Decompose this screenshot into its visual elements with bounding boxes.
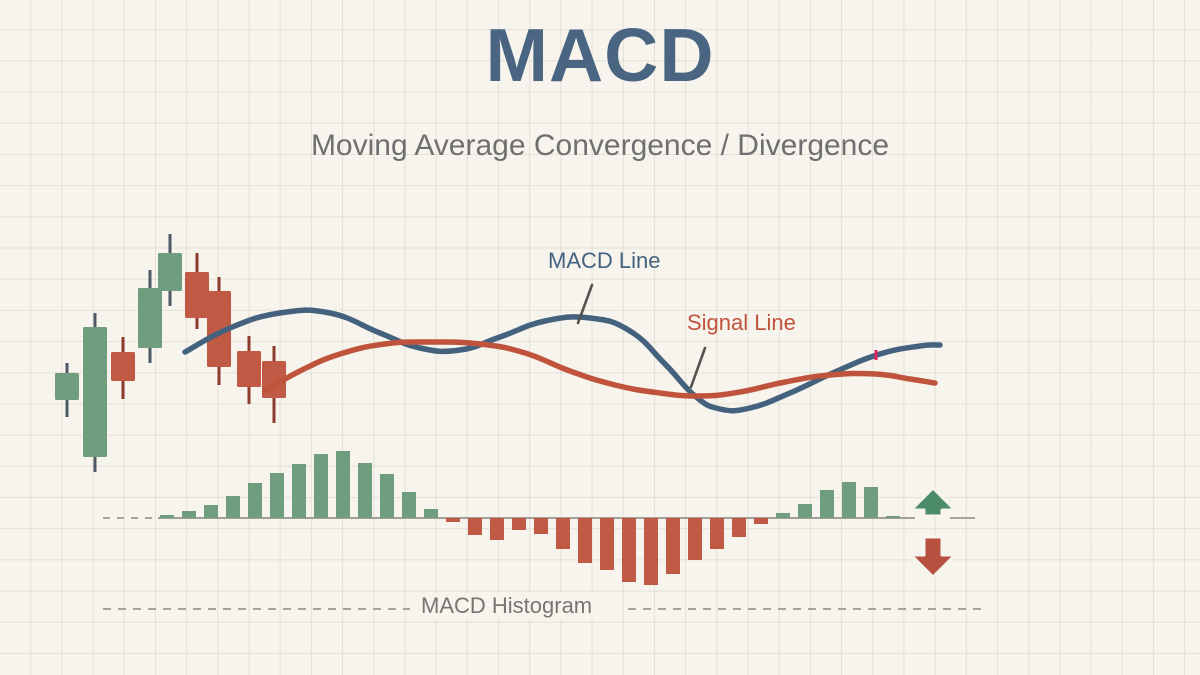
signal-line — [262, 339, 938, 399]
histogram-bar-negative — [490, 518, 504, 540]
candle-body — [158, 253, 182, 291]
macd-label-leader — [576, 283, 594, 325]
histogram-bar-negative — [556, 518, 570, 549]
histogram-bar-negative — [446, 518, 460, 522]
signal-label-leader — [689, 346, 707, 389]
histogram-bar-negative — [732, 518, 746, 537]
histogram-bar-positive — [402, 492, 416, 518]
histogram-bar-negative — [666, 518, 680, 574]
candle-body — [55, 373, 79, 400]
candle-body — [111, 352, 135, 381]
histogram-bar-positive — [182, 511, 196, 518]
histogram-label: MACD Histogram — [413, 593, 601, 619]
candle-body — [237, 351, 261, 387]
histogram-bar-positive — [798, 504, 812, 518]
histogram-bar-positive — [358, 463, 372, 518]
candle-body — [83, 327, 107, 457]
histogram-bar-positive — [864, 487, 878, 518]
signal-line-label: Signal Line — [687, 310, 796, 335]
histogram-bar-positive — [270, 473, 284, 518]
histogram-bar-negative — [754, 518, 768, 524]
histogram-bar-positive — [820, 490, 834, 518]
histogram-bar-positive — [292, 464, 306, 518]
histogram-bar-negative — [622, 518, 636, 582]
histogram-bar-negative — [600, 518, 614, 570]
histogram-bar-positive — [314, 454, 328, 518]
histogram-bar-positive — [204, 505, 218, 518]
macd-signal-lines-group — [182, 307, 943, 414]
histogram-bars-group — [160, 451, 900, 585]
histogram-bar-negative — [578, 518, 592, 563]
histogram-bar-negative — [644, 518, 658, 585]
macd-line-label: MACD Line — [548, 248, 661, 273]
histogram-bar-positive — [424, 509, 438, 518]
page-subtitle: Moving Average Convergence / Divergence — [310, 129, 890, 162]
histogram-bar-positive — [336, 451, 350, 518]
histogram-bar-positive — [886, 516, 900, 518]
macd-line — [182, 307, 943, 414]
histogram-bar-positive — [160, 515, 174, 518]
annotation-leader-lines — [576, 283, 707, 389]
histogram-bar-positive — [226, 496, 240, 518]
candle-body — [185, 272, 209, 318]
histogram-bar-positive — [248, 483, 262, 518]
histogram-bar-negative — [468, 518, 482, 535]
histogram-bar-negative — [512, 518, 526, 530]
candle-body — [138, 288, 162, 348]
buy-signal-arrow-up-icon — [909, 486, 957, 518]
candlestick-group — [55, 234, 286, 472]
sell-signal-arrow-down-icon — [909, 535, 957, 579]
candle-body — [207, 291, 231, 367]
histogram-bar-positive — [380, 474, 394, 518]
histogram-bar-negative — [710, 518, 724, 549]
histogram-bar-negative — [688, 518, 702, 560]
histogram-bar-negative — [534, 518, 548, 534]
histogram-bar-positive — [842, 482, 856, 518]
signal-arrows-group — [909, 486, 957, 579]
page-title: MACD — [485, 13, 715, 97]
histogram-bar-positive — [776, 513, 790, 518]
